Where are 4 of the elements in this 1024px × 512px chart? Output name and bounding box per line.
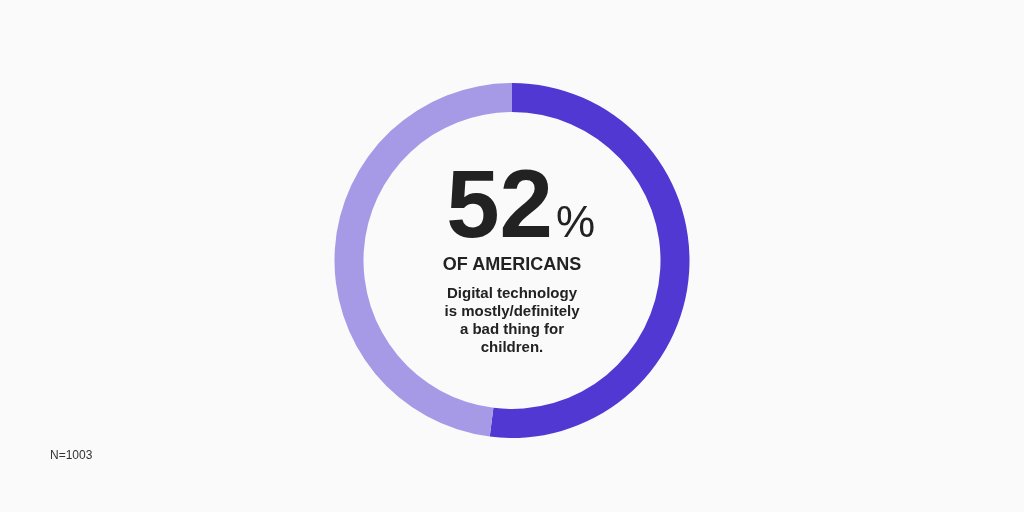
text: Digital technology is mostly/definitely a bad thing for children. — [444, 284, 581, 355]
text: N=1003 — [50, 448, 93, 462]
text: OF AMERICANS — [442, 254, 582, 274]
data-label: 52% — [446, 150, 596, 257]
